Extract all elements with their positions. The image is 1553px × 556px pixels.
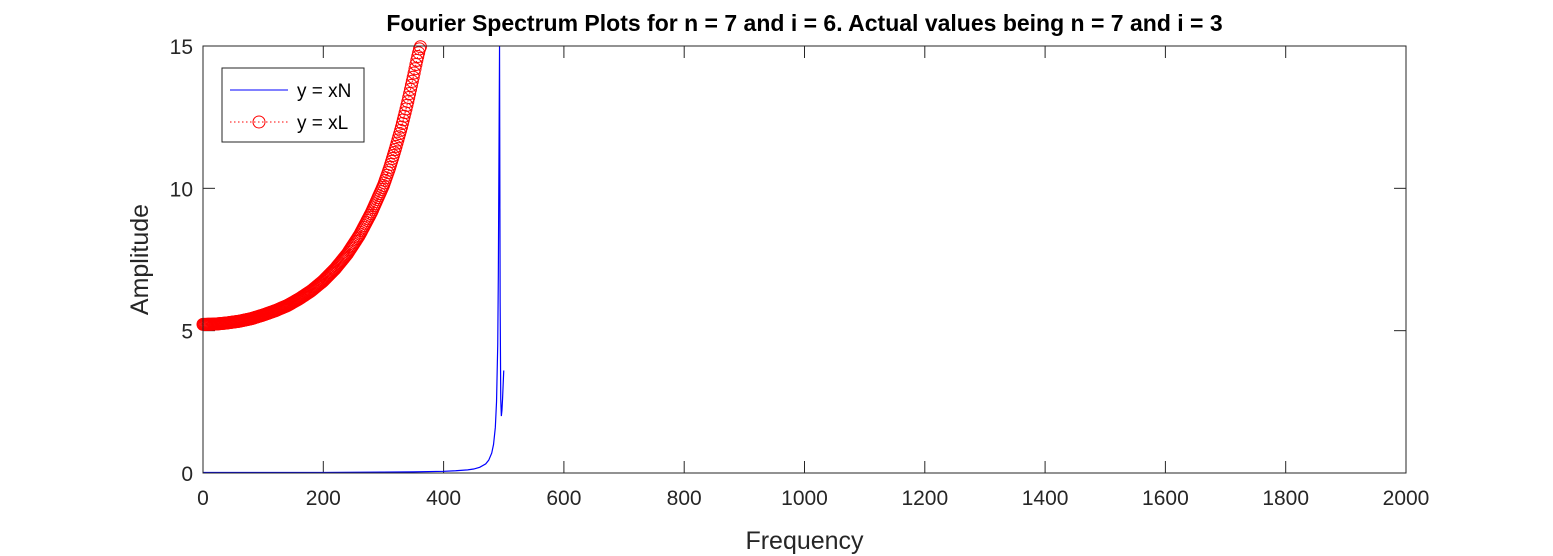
marker-xL	[404, 82, 418, 96]
y-ticks: 0 5 10 15	[170, 36, 1406, 486]
plot-frame	[202, 45, 1407, 474]
x-tick-label: 200	[306, 487, 341, 510]
series-line-xN	[203, 45, 505, 474]
legend-label-xN: y = xN	[297, 81, 351, 102]
x-tick-label: 1200	[901, 487, 948, 510]
legend-label-xL: y = xL	[297, 113, 348, 134]
x-ticks: 0 200 400 600 800 1000 1200 1400 1600 1800 2000	[197, 46, 1429, 510]
x-tick-label: 1400	[1022, 487, 1069, 510]
legend-marker-xL	[252, 115, 266, 129]
x-tick-label: 800	[667, 487, 702, 510]
chart-title: Fourier Spectrum Plots for n = 7 and i =…	[386, 10, 1222, 36]
marker-xL	[405, 74, 419, 88]
x-tick-label: 600	[546, 487, 581, 510]
marker-xL	[401, 95, 415, 109]
series-layer	[196, 40, 505, 474]
marker-xL	[413, 40, 427, 54]
legend-box	[221, 67, 365, 143]
x-tick-label: 1600	[1142, 487, 1189, 510]
legend: y = xN y = xL	[221, 67, 365, 143]
plot-area	[196, 40, 505, 474]
x-tick-label: 2000	[1383, 487, 1430, 510]
marker-xL	[407, 66, 421, 80]
x-tick-label: 1000	[781, 487, 828, 510]
y-tick-label: 5	[181, 321, 193, 344]
marker-xL	[403, 86, 417, 100]
marker-xL	[406, 70, 420, 84]
y-tick-label: 10	[170, 178, 193, 201]
y-axis-label: Amplitude	[126, 204, 154, 315]
x-tick-label: 1800	[1262, 487, 1309, 510]
marker-xL	[402, 91, 416, 105]
x-axis-label: Frequency	[745, 527, 864, 555]
y-tick-label: 15	[170, 36, 193, 59]
x-tick-label: 400	[426, 487, 461, 510]
marker-xL	[408, 62, 422, 76]
marker-xL	[404, 78, 418, 92]
x-tick-label: 0	[197, 487, 209, 510]
y-tick-label: 0	[181, 463, 193, 486]
plot-background	[203, 46, 1406, 473]
